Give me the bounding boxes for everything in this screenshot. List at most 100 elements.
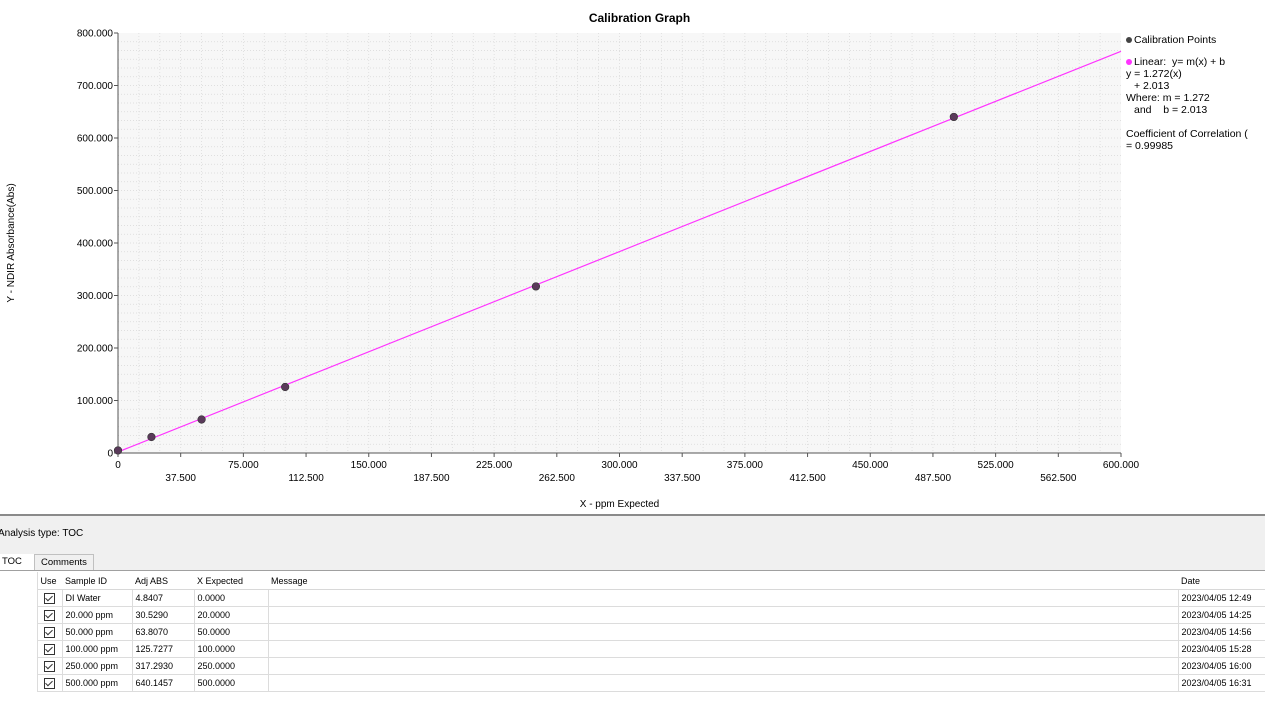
table-row[interactable]: 20.000 ppm 30.5290 20.0000 2023/04/05 14… xyxy=(0,606,1265,624)
table-row[interactable]: 50.000 ppm 63.8070 50.0000 2023/04/05 14… xyxy=(0,623,1265,641)
use-cell[interactable] xyxy=(36,640,63,658)
y-tick-label: 500.000 xyxy=(77,186,114,197)
x-expected-cell[interactable]: 20.0000 xyxy=(193,606,269,624)
use-checkbox[interactable] xyxy=(44,609,55,621)
sample-id-cell[interactable]: 250.000 ppm xyxy=(61,657,133,675)
sample-id-cell[interactable]: 100.000 ppm xyxy=(61,640,133,658)
table-row[interactable]: 100.000 ppm 125.7277 100.0000 2023/04/05… xyxy=(0,640,1265,658)
x-tick-label: 112.500 xyxy=(288,473,324,484)
date-cell[interactable]: 2023/04/05 16:31 xyxy=(1177,674,1265,692)
legend-where-line: Where: m = 1.272 xyxy=(1126,92,1210,104)
row-header[interactable] xyxy=(0,640,38,658)
date-cell[interactable]: 2023/04/05 14:56 xyxy=(1177,623,1265,641)
y-axis-label: Y - NDIR Absorbance(Abs) xyxy=(6,183,17,302)
x-tick-label: 225.000 xyxy=(476,460,513,471)
legend-label-linear: Linear: y= m(x) + b xyxy=(1134,56,1226,68)
use-cell[interactable] xyxy=(36,589,63,607)
row-header[interactable] xyxy=(0,589,38,607)
adj-abs-cell[interactable]: 4.8407 xyxy=(131,589,195,607)
column-header-message[interactable]: Message xyxy=(268,572,1178,590)
chart-legend: Calibration Points Linear: y= m(x) + b y… xyxy=(1126,34,1265,152)
sample-id-cell[interactable]: 50.000 ppm xyxy=(61,623,133,641)
row-header[interactable] xyxy=(0,674,38,692)
use-cell[interactable] xyxy=(36,623,63,641)
date-cell[interactable]: 2023/04/05 16:00 xyxy=(1177,657,1265,675)
sample-id-cell[interactable]: 500.000 ppm xyxy=(61,674,133,692)
x-tick-label: 562.500 xyxy=(1040,473,1077,484)
x-tick-label: 337.500 xyxy=(664,473,701,484)
x-expected-cell[interactable]: 0.0000 xyxy=(193,589,269,607)
legend-marker-linear xyxy=(1126,59,1132,65)
adj-abs-cell[interactable]: 30.5290 xyxy=(131,606,195,624)
row-header[interactable] xyxy=(0,606,38,624)
column-header-adj-abs[interactable]: Adj ABS xyxy=(132,572,194,590)
y-tick-label: 0 xyxy=(107,449,113,460)
adj-abs-cell[interactable]: 317.2930 xyxy=(131,657,195,675)
use-checkbox[interactable] xyxy=(44,643,55,655)
analysis-type: Analysis type: TOC xyxy=(0,528,83,539)
x-expected-cell[interactable]: 100.0000 xyxy=(193,640,269,658)
table-row[interactable]: DI Water 4.8407 0.0000 2023/04/05 12:49 xyxy=(0,589,1265,607)
row-header[interactable] xyxy=(0,623,38,641)
y-tick-label: 700.000 xyxy=(77,81,114,92)
chart-title: Calibration Graph xyxy=(589,11,690,25)
x-expected-cell[interactable]: 250.0000 xyxy=(193,657,269,675)
message-cell[interactable] xyxy=(267,674,1179,692)
calibration-point xyxy=(197,415,206,424)
use-checkbox[interactable] xyxy=(44,677,55,689)
sample-id-cell[interactable]: 20.000 ppm xyxy=(61,606,133,624)
column-header-sample-id[interactable]: Sample ID xyxy=(62,572,132,590)
use-cell[interactable] xyxy=(36,657,63,675)
y-tick-label: 300.000 xyxy=(77,291,114,302)
adj-abs-cell[interactable]: 640.1457 xyxy=(131,674,195,692)
tab-toc[interactable]: TOC xyxy=(0,554,34,572)
message-cell[interactable] xyxy=(267,589,1179,607)
y-tick-label: 400.000 xyxy=(77,239,114,250)
calibration-chart: 0 100.000 200.000 300.000 400.000 500.000 600.… xyxy=(6,11,1265,510)
x-tick-label: 262.500 xyxy=(539,473,576,484)
row-header-corner xyxy=(0,572,38,590)
row-header[interactable] xyxy=(0,657,38,675)
date-cell[interactable]: 2023/04/05 14:25 xyxy=(1177,606,1265,624)
x-tick-label: 0 xyxy=(115,460,121,471)
adj-abs-cell[interactable]: 125.7277 xyxy=(131,640,195,658)
use-cell[interactable] xyxy=(36,674,63,692)
chart-svg: 0 100.000 200.000 300.000 400.000 500.000 600.… xyxy=(6,11,1140,510)
x-tick-label: 600.000 xyxy=(1103,460,1140,471)
legend-coefficient-line2: = 0.99985 xyxy=(1126,140,1174,152)
table-header-row: Use Sample ID Adj ABS X Expected Message… xyxy=(0,572,1265,590)
y-tick-label: 600.000 xyxy=(77,134,114,145)
x-tick-label: 300.000 xyxy=(601,460,638,471)
x-tick-label: 487.500 xyxy=(915,473,952,484)
message-cell[interactable] xyxy=(267,623,1179,641)
use-cell[interactable] xyxy=(36,606,63,624)
tab-strip: TOC Comments xyxy=(0,554,94,572)
date-cell[interactable]: 2023/04/05 12:49 xyxy=(1177,589,1265,607)
column-header-x-expected[interactable]: X Expected xyxy=(194,572,268,590)
column-header-date[interactable]: Date xyxy=(1178,572,1265,590)
x-tick-label: 375.000 xyxy=(727,460,764,471)
use-checkbox[interactable] xyxy=(44,660,55,672)
legend-equation-line2: + 2.013 xyxy=(1134,80,1170,92)
use-checkbox[interactable] xyxy=(44,592,55,604)
x-tick-label: 150.000 xyxy=(351,460,388,471)
tab-comments[interactable]: Comments xyxy=(34,554,94,571)
y-tick-label: 800.000 xyxy=(77,29,114,40)
x-expected-cell[interactable]: 50.0000 xyxy=(193,623,269,641)
date-cell[interactable]: 2023/04/05 15:28 xyxy=(1177,640,1265,658)
x-expected-cell[interactable]: 500.0000 xyxy=(193,674,269,692)
analysis-type-label: Analysis type: xyxy=(0,528,60,539)
table-row[interactable]: 250.000 ppm 317.2930 250.0000 2023/04/05… xyxy=(0,657,1265,675)
table-row[interactable]: 500.000 ppm 640.1457 500.0000 2023/04/05… xyxy=(0,674,1265,692)
use-checkbox[interactable] xyxy=(44,626,55,638)
message-cell[interactable] xyxy=(267,657,1179,675)
calibration-table: Use Sample ID Adj ABS X Expected Message… xyxy=(0,572,1265,692)
message-cell[interactable] xyxy=(267,640,1179,658)
column-header-use[interactable]: Use xyxy=(37,572,62,590)
message-cell[interactable] xyxy=(267,606,1179,624)
legend-equation-line1: y = 1.272(x) xyxy=(1126,68,1182,80)
adj-abs-cell[interactable]: 63.8070 xyxy=(131,623,195,641)
calibration-point xyxy=(113,446,123,455)
splitter[interactable] xyxy=(0,514,1265,516)
sample-id-cell[interactable]: DI Water xyxy=(61,589,133,607)
